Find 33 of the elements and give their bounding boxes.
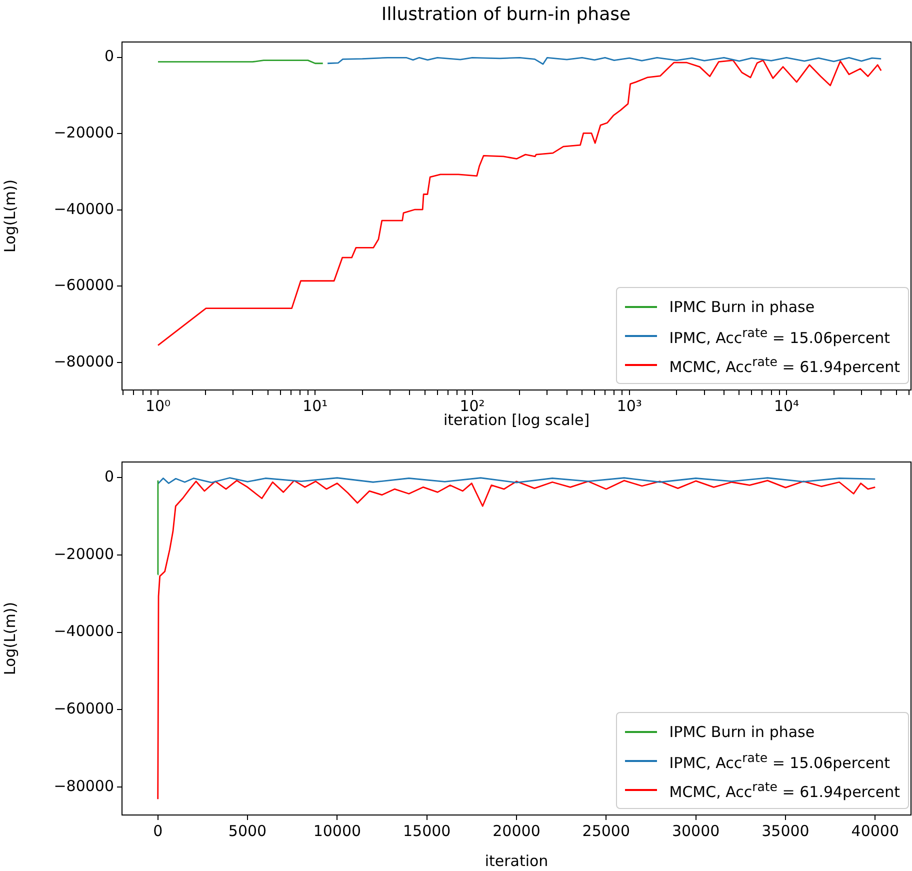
x-tick-label: 15000	[402, 822, 451, 840]
legend-label: IPMC, Acc$^{rate}$ = 15.06percent	[669, 750, 890, 772]
y-tick-label: −60000	[54, 700, 114, 718]
x-tick-label: 20000	[492, 822, 540, 840]
y-tick-label: −40000	[54, 200, 114, 218]
y-tick-label: −60000	[54, 276, 114, 294]
y-tick-label: 0	[104, 47, 114, 66]
x-tick-label: 10³	[616, 396, 642, 415]
legend-label: IPMC Burn in phase	[669, 298, 815, 316]
y-tick-label: −40000	[54, 622, 114, 640]
x-tick-label: 10⁴	[774, 396, 800, 415]
y-tick-label: −80000	[54, 777, 114, 796]
x-axis-title: iteration	[484, 852, 548, 870]
x-tick-label: 0	[153, 822, 163, 840]
legend-label: MCMC, Acc$^{rate}$ = 61.94percent	[669, 778, 900, 800]
y-axis-title: Log(L(m))	[0, 179, 19, 253]
x-tick-label: 25000	[582, 822, 630, 840]
y-tick-label: 0	[104, 467, 114, 486]
chart-title: Illustration of burn-in phase	[380, 3, 632, 27]
y-tick-label: −20000	[54, 544, 114, 563]
y-tick-label: −20000	[54, 123, 114, 142]
x-tick-label: 30000	[672, 822, 720, 840]
y-axis-title: Log(L(m))	[0, 602, 19, 676]
x-tick-label: 40000	[851, 822, 899, 840]
x-tick-label: 10⁰	[145, 396, 171, 415]
y-tick-label: −80000	[54, 352, 114, 370]
x-tick-label: 10¹	[302, 396, 328, 415]
legend-label: IPMC, Acc$^{rate}$ = 15.06percent	[669, 324, 890, 346]
legend-label: MCMC, Acc$^{rate}$ = 61.94percent	[669, 354, 900, 376]
x-tick-label: 35000	[762, 822, 810, 840]
x-tick-label: 10000	[313, 822, 362, 840]
x-tick-label: 5000	[228, 822, 267, 840]
legend-label: IPMC Burn in phase	[669, 722, 815, 740]
